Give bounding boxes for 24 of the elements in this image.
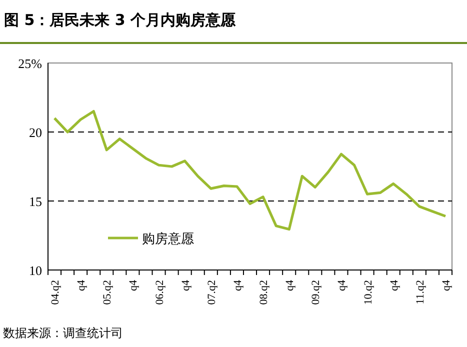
x-tick-label: q4 (388, 280, 400, 291)
x-tick-label: q4 (76, 280, 88, 291)
line-series (53, 110, 447, 231)
chart-title: 图 5：居民未来 3 个月内购房意愿 (4, 11, 237, 29)
x-tick-label: 07.q2 (206, 280, 218, 305)
y-tick-label: 25% (18, 56, 42, 71)
x-tick-label: q4 (180, 280, 192, 291)
x-tick-label: 04.q2 (50, 280, 62, 305)
legend-label: 购房意愿 (142, 231, 194, 247)
x-tick-label: q4 (232, 280, 244, 291)
x-tick-label: 10.q2 (362, 280, 374, 305)
x-tick-label: 05.q2 (102, 280, 114, 305)
x-tick-label: 08.q2 (258, 280, 270, 305)
x-tick-label: q4 (284, 280, 296, 291)
source-note: 数据来源：调查统计司 (3, 326, 123, 340)
x-tick-label: 11.q2 (414, 280, 426, 304)
x-tick-label: q4 (336, 280, 348, 291)
x-tick-label: 06.q2 (154, 280, 166, 305)
x-tick-label: 09.q2 (310, 280, 322, 305)
y-tick-label: 10 (29, 263, 42, 278)
y-tick-label: 15 (29, 194, 42, 209)
y-tick-label: 20 (29, 125, 42, 140)
x-tick-label: q4 (128, 280, 140, 291)
x-tick-label: q4 (440, 280, 452, 291)
